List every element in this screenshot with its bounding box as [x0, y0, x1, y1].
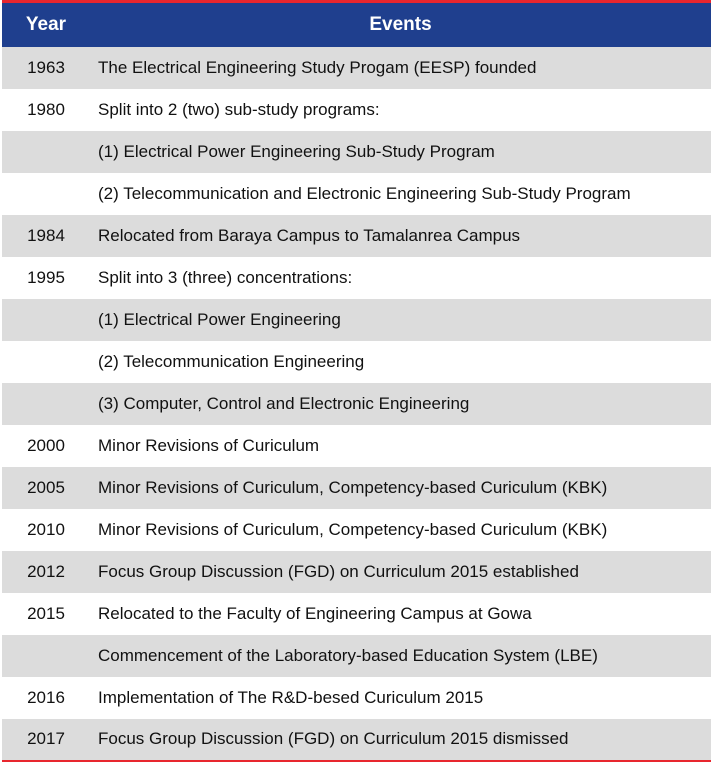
- year-cell: [2, 173, 90, 215]
- event-cell: Minor Revisions of Curiculum, Competency…: [90, 466, 711, 509]
- event-cell: Split into 2 (two) sub-study programs:: [98, 99, 380, 119]
- year-cell: 1995: [27, 267, 65, 287]
- event-cell: Focus Group Discussion (FGD) on Curricul…: [90, 718, 711, 762]
- year-cell: 2012: [2, 550, 90, 593]
- table-row: 2010 Minor Revisions of Curiculum, Compe…: [2, 509, 711, 551]
- table-row: 2016 Implementation of The R&D-besed Cur…: [2, 677, 711, 719]
- table-row: 2015 Relocated to the Faculty of Enginee…: [2, 593, 711, 635]
- event-cell: Implementation of The R&D-besed Curiculu…: [98, 687, 484, 707]
- table-row: (1) Electrical Power Engineering: [2, 298, 711, 341]
- table-row: 2000 Minor Revisions of Curiculum: [2, 425, 711, 467]
- table-row: 2017 Focus Group Discussion (FGD) on Cur…: [2, 718, 711, 762]
- table-row: (2) Telecommunication Engineering: [2, 341, 711, 383]
- event-cell: (3) Computer, Control and Electronic Eng…: [90, 382, 711, 425]
- table-row: 1984 Relocated from Baraya Campus to Tam…: [2, 214, 711, 257]
- event-cell: The Electrical Engineering Study Progam …: [90, 46, 711, 89]
- event-cell: (1) Electrical Power Engineering Sub-Stu…: [90, 130, 711, 173]
- table-header: Year Events: [2, 0, 711, 47]
- table-row: 2012 Focus Group Discussion (FGD) on Cur…: [2, 550, 711, 593]
- header-row: Year Events: [2, 0, 711, 47]
- event-cell: Commencement of the Laboratory-based Edu…: [90, 634, 711, 677]
- year-cell: [2, 298, 90, 341]
- event-cell: (2) Telecommunication and Electronic Eng…: [98, 183, 631, 203]
- table-body: 1963 The Electrical Engineering Study Pr…: [2, 46, 711, 762]
- year-cell: 2000: [27, 435, 65, 455]
- table-row: Commencement of the Laboratory-based Edu…: [2, 634, 711, 677]
- event-cell: Minor Revisions of Curiculum: [98, 435, 320, 455]
- events-column-header: Events: [90, 0, 711, 47]
- event-cell: Minor Revisions of Curiculum, Competency…: [98, 519, 608, 539]
- year-cell: 2017: [2, 718, 90, 762]
- event-cell: Split into 3 (three) concentrations:: [98, 267, 353, 287]
- year-cell: 2005: [2, 466, 90, 509]
- table-row: (3) Computer, Control and Electronic Eng…: [2, 382, 711, 425]
- table-row: 1980 Split into 2 (two) sub-study progra…: [2, 89, 711, 131]
- table-row: (2) Telecommunication and Electronic Eng…: [2, 173, 711, 215]
- year-cell: [2, 382, 90, 425]
- year-cell: 1963: [2, 46, 90, 89]
- year-cell: 2016: [27, 687, 65, 707]
- year-cell: [2, 130, 90, 173]
- table-row: (1) Electrical Power Engineering Sub-Stu…: [2, 130, 711, 173]
- year-column-header: Year: [2, 0, 90, 47]
- year-cell: [2, 341, 90, 383]
- event-cell: Relocated to the Faculty of Engineering …: [98, 603, 532, 623]
- table-row: 1963 The Electrical Engineering Study Pr…: [2, 46, 711, 89]
- event-cell: Focus Group Discussion (FGD) on Curricul…: [90, 550, 711, 593]
- table-row: 2005 Minor Revisions of Curiculum, Compe…: [2, 466, 711, 509]
- year-cell: [2, 634, 90, 677]
- event-cell: Relocated from Baraya Campus to Tamalanr…: [90, 214, 711, 257]
- event-cell: (1) Electrical Power Engineering: [90, 298, 711, 341]
- event-cell: (2) Telecommunication Engineering: [98, 351, 365, 371]
- year-cell: 2015: [27, 603, 65, 623]
- year-cell: 1980: [27, 99, 65, 119]
- table-row: 1995 Split into 3 (three) concentrations…: [2, 257, 711, 299]
- year-cell: 2010: [27, 519, 65, 539]
- year-cell: 1984: [2, 214, 90, 257]
